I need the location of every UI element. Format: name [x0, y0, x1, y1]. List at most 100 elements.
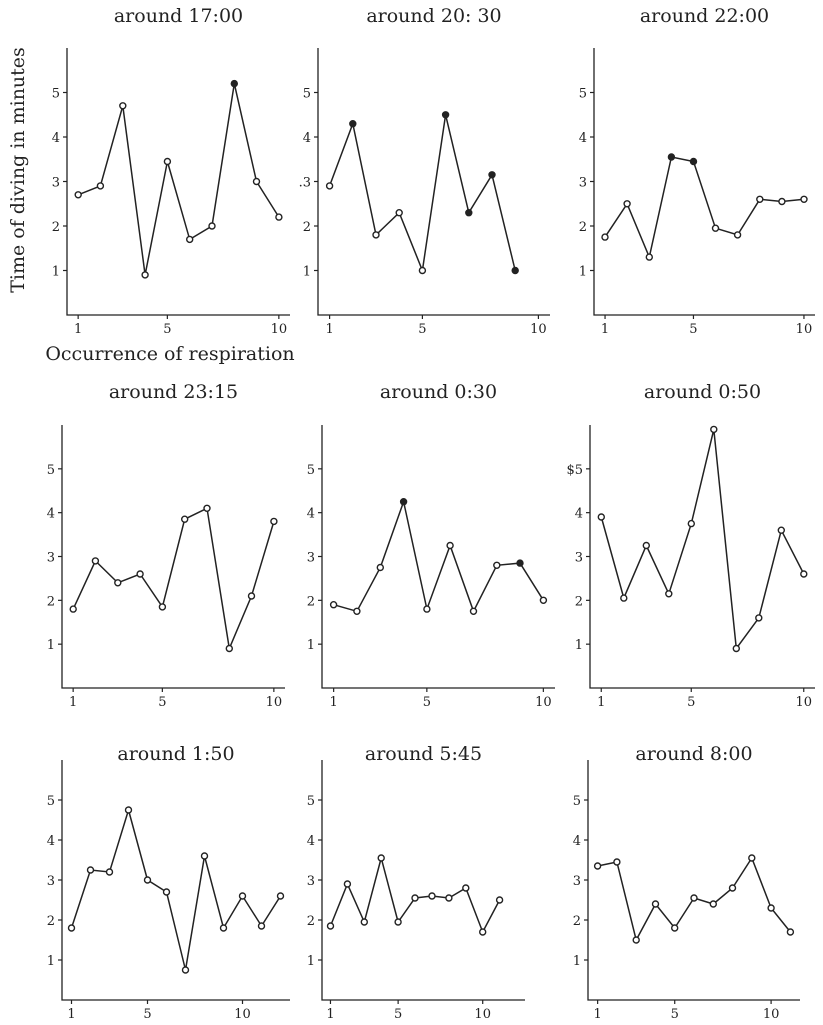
data-point: [325, 182, 334, 190]
chart-panel: around 5:45 1 2 3 4 5 1 5 10: [307, 743, 525, 1022]
chart-title: around 23:15: [109, 381, 238, 403]
x-tick-label: 5: [158, 695, 166, 710]
data-point: [275, 213, 283, 221]
y-tick-label: 1: [307, 638, 315, 653]
data-point: [671, 924, 679, 932]
axes: [317, 48, 550, 316]
axes: [61, 425, 285, 689]
data-point: [399, 498, 408, 506]
data-point: [203, 504, 211, 512]
data-point: [539, 596, 548, 604]
data-point: [326, 922, 335, 930]
data-point: [395, 208, 403, 217]
data-point: [353, 607, 361, 615]
chart-title: around 5:45: [365, 743, 482, 765]
data-point: [394, 918, 402, 926]
y-tick-label: 3: [573, 874, 581, 889]
chart-panel: around 8:00 1 2 3 4 5 1 5 10: [573, 743, 800, 1022]
data-point: [469, 607, 478, 615]
data-point: [119, 102, 127, 110]
x-tick-label: 1: [74, 322, 82, 337]
y-tick-label: 4: [303, 131, 311, 146]
data-point: [124, 806, 133, 814]
data-point: [230, 79, 239, 88]
y-tick-label: 3: [307, 551, 315, 566]
data-point: [755, 614, 763, 622]
axes: [61, 760, 290, 1001]
data-point: [343, 880, 352, 888]
axes: [587, 760, 800, 1001]
data-point: [270, 517, 278, 526]
y-tick-label: 4: [573, 834, 581, 849]
data-point: [495, 896, 504, 904]
y-tick-label: 2: [579, 220, 587, 235]
y-tick-label: 1: [52, 265, 60, 280]
chart-title: around 17:00: [114, 5, 243, 27]
data-point: [756, 195, 764, 204]
y-tick-label: 4: [307, 834, 315, 849]
data-point: [180, 515, 189, 523]
data-point: [728, 884, 737, 892]
data-point: [786, 928, 795, 936]
data-line: [604, 156, 805, 260]
y-tick-label: 5: [47, 463, 55, 478]
y-tick-label: 3: [52, 176, 60, 191]
y-tick-label: 4: [52, 131, 60, 146]
chart-panel: around 0:30 1 2 3 4 5 1 5 10: [307, 381, 555, 710]
data-point: [645, 253, 653, 261]
data-point: [377, 854, 385, 862]
chart-panel: around 17:00 1 2 3 4 5 1 5 10: [52, 5, 290, 337]
data-point: [181, 966, 190, 974]
y-tick-label: 1: [575, 638, 583, 653]
data-point: [462, 884, 470, 892]
data-point: [511, 266, 519, 275]
y-tick-label: 2: [573, 914, 581, 929]
chart-title: around 0:30: [380, 381, 497, 403]
data-point: [411, 894, 419, 902]
data-point: [778, 197, 786, 206]
data-point: [493, 561, 501, 569]
chart-panel: around 20: 30 1 2 .3 4 5 1 5 10: [299, 5, 550, 337]
x-tick-label: 1: [597, 695, 605, 710]
data-point: [136, 570, 144, 578]
y-tick-label: 1: [47, 638, 55, 653]
y-tick-label: 1: [307, 954, 315, 969]
x-tick-label: 1: [593, 1007, 601, 1022]
y-tick-label: 4: [47, 507, 55, 522]
x-tick-label: 1: [330, 695, 338, 710]
data-point: [445, 894, 453, 902]
data-point: [247, 592, 256, 600]
data-point: [800, 570, 808, 578]
y-tick-label: 1: [573, 954, 581, 969]
y-tick-label: 3: [575, 551, 583, 566]
data-point: [105, 868, 114, 876]
chart-title: around 0:50: [644, 381, 761, 403]
data-point: [632, 936, 640, 944]
data-point: [767, 904, 775, 912]
data-point: [219, 924, 228, 932]
data-point: [516, 559, 524, 567]
data-point: [163, 157, 172, 166]
data-point: [257, 922, 266, 930]
data-point: [733, 231, 742, 239]
data-point: [620, 594, 628, 602]
y-tick-label: 1: [303, 265, 311, 280]
axes: [321, 760, 525, 1001]
data-point: [732, 644, 740, 653]
data-point: [238, 892, 247, 900]
data-point: [710, 425, 718, 434]
data-point: [200, 852, 209, 860]
data-point: [687, 519, 695, 528]
y-tick-label: 4: [579, 131, 587, 146]
chart-title: around 1:50: [117, 743, 234, 765]
x-tick-label: 10: [234, 1007, 251, 1022]
y-tick-label: 2: [307, 594, 315, 609]
x-tick-label: 5: [394, 1007, 402, 1022]
data-point: [446, 541, 454, 550]
data-point: [91, 557, 100, 565]
data-point: [613, 858, 621, 866]
y-tick-label: 5: [307, 463, 315, 478]
data-point: [185, 235, 194, 244]
axes: [593, 48, 815, 316]
